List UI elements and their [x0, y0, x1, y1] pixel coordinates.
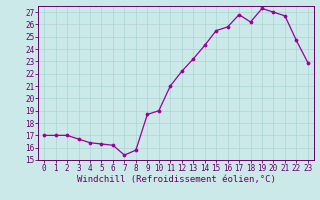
X-axis label: Windchill (Refroidissement éolien,°C): Windchill (Refroidissement éolien,°C) — [76, 175, 276, 184]
